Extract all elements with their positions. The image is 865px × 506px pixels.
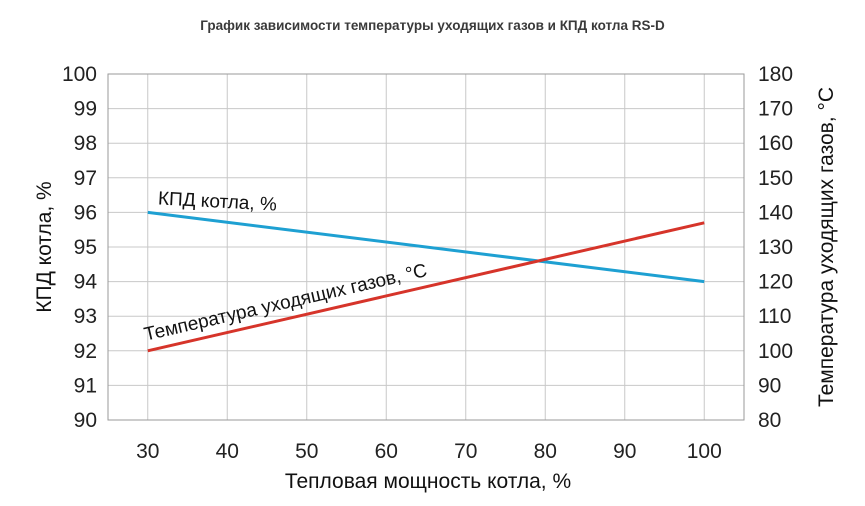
y-left-tick-label: 97 (74, 167, 97, 190)
y-left-tick-label: 96 (74, 201, 97, 224)
y-left-tick-label: 94 (74, 271, 98, 294)
series-line (147, 210, 705, 284)
x-tick-label: 30 (136, 440, 159, 463)
x-tick-label: 80 (534, 440, 557, 463)
series-label-efficiency: КПД котла, % (157, 188, 277, 215)
x-tick-label: 100 (687, 440, 722, 463)
y-left-tick-label: 91 (74, 374, 97, 397)
y-left-tick-label: 99 (74, 98, 97, 121)
x-axis-label: Тепловая мощность котла, % (285, 470, 571, 493)
y-right-tick-label: 90 (758, 374, 781, 397)
y-axis-left-label: КПД котла, % (33, 181, 56, 312)
y-left-tick-label: 100 (62, 63, 97, 86)
y-left-tick-label: 92 (74, 340, 97, 363)
y-right-tick-label: 110 (758, 305, 791, 328)
x-tick-label: 90 (613, 440, 636, 463)
chart-title: График зависимости температуры уходящих … (200, 18, 665, 33)
y-right-tick-label: 130 (758, 236, 793, 259)
y-right-tick-label: 100 (758, 340, 793, 363)
series-lines (147, 210, 705, 353)
x-tick-label: 40 (216, 440, 239, 463)
x-tick-label: 70 (454, 440, 477, 463)
y-right-tick-label: 80 (758, 409, 781, 432)
x-tick-label: 60 (375, 440, 398, 463)
axis-labels: Тепловая мощность котла, % КПД котла, % … (33, 87, 838, 493)
y-axis-right-label: Температура уходящих газов, °С (815, 87, 838, 407)
y-right-tick-label: 180 (758, 63, 793, 86)
tick-labels: 90 91 92 93 94 95 96 97 98 99 100 80 90 100 110 120 130 1… (62, 63, 793, 463)
y-right-tick-label: 140 (758, 201, 793, 224)
plot-border (107, 73, 745, 421)
plot-frame (107, 73, 745, 421)
y-right-tick-label: 170 (758, 98, 793, 121)
y-left-tick-label: 98 (74, 132, 97, 155)
x-tick-label: 50 (295, 440, 318, 463)
y-left-tick-label: 93 (74, 305, 97, 328)
y-right-tick-label: 120 (758, 271, 793, 294)
series-line (147, 221, 705, 353)
y-right-tick-label: 150 (758, 167, 793, 190)
y-left-tick-label: 95 (74, 236, 97, 259)
y-left-tick-label: 90 (74, 409, 97, 432)
y-right-tick-label: 160 (758, 132, 793, 155)
